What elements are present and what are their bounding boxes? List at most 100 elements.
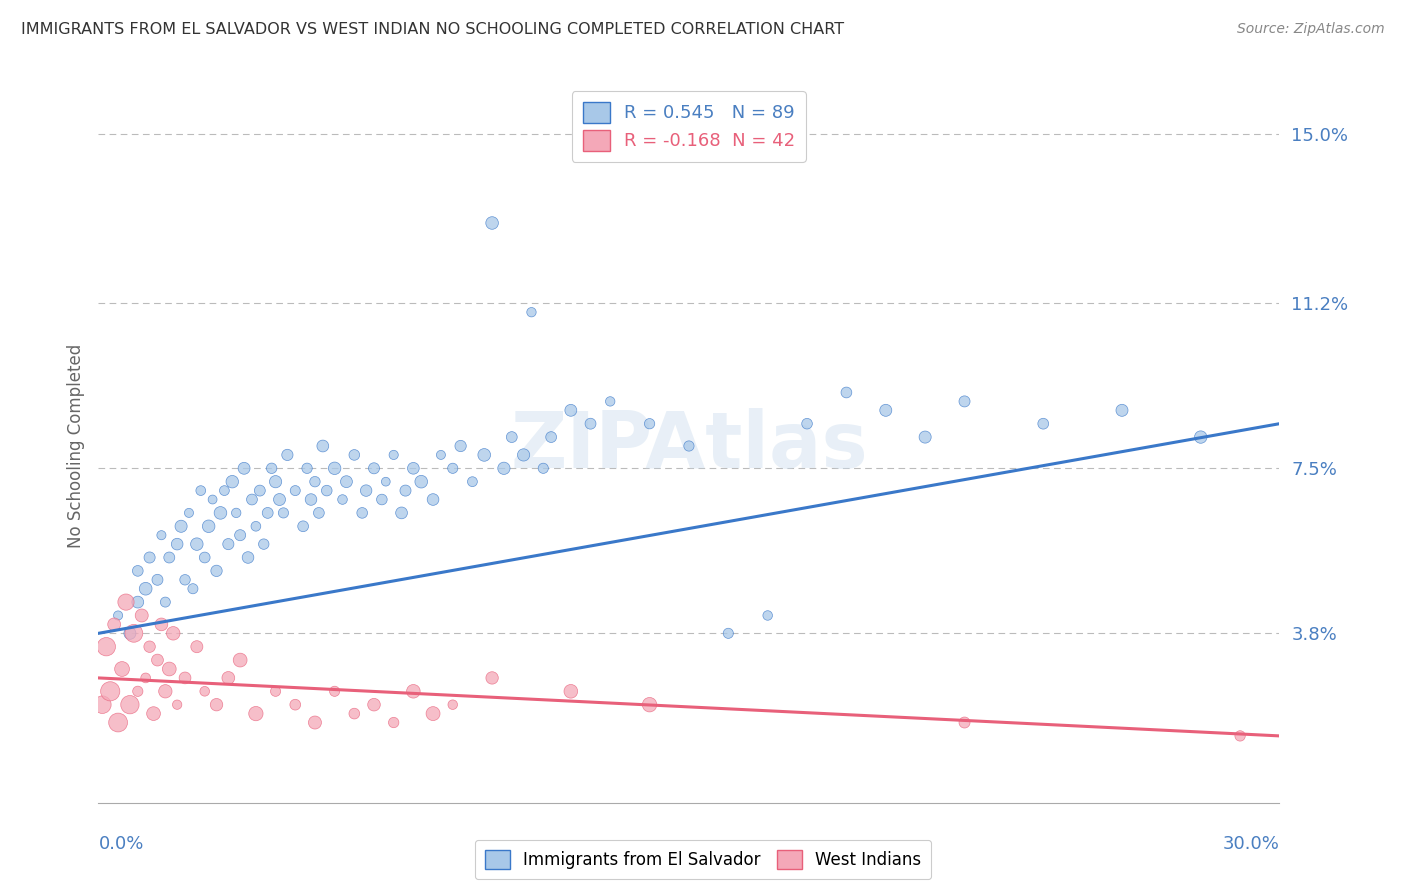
- Point: [186, 640, 208, 654]
- Legend: R = 0.545   N = 89, R = -0.168  N = 42: R = 0.545 N = 89, R = -0.168 N = 42: [572, 91, 806, 161]
- Point: [599, 394, 621, 409]
- Point: [295, 461, 318, 475]
- Point: [150, 528, 173, 542]
- Point: [638, 417, 661, 431]
- Point: [299, 492, 322, 507]
- Point: [472, 448, 495, 462]
- Text: IMMIGRANTS FROM EL SALVADOR VS WEST INDIAN NO SCHOOLING COMPLETED CORRELATION CH: IMMIGRANTS FROM EL SALVADOR VS WEST INDI…: [21, 22, 844, 37]
- Point: [177, 506, 200, 520]
- Point: [382, 448, 405, 462]
- Point: [229, 528, 252, 542]
- Point: [233, 461, 256, 475]
- Point: [450, 439, 472, 453]
- Point: [127, 564, 149, 578]
- Point: [96, 640, 118, 654]
- Point: [461, 475, 484, 489]
- Point: [717, 626, 740, 640]
- Point: [678, 439, 700, 453]
- Point: [135, 671, 157, 685]
- Point: [209, 506, 232, 520]
- Text: 30.0%: 30.0%: [1223, 835, 1279, 853]
- Point: [225, 506, 247, 520]
- Point: [166, 537, 188, 551]
- Point: [914, 430, 936, 444]
- Point: [315, 483, 337, 498]
- Point: [98, 684, 121, 698]
- Point: [638, 698, 661, 712]
- Point: [402, 684, 425, 698]
- Point: [146, 573, 169, 587]
- Point: [107, 608, 129, 623]
- Point: [201, 492, 224, 507]
- Point: [197, 519, 219, 533]
- Point: [335, 475, 357, 489]
- Point: [91, 698, 114, 712]
- Point: [323, 461, 346, 475]
- Point: [354, 483, 377, 498]
- Point: [174, 573, 197, 587]
- Text: 0.0%: 0.0%: [98, 835, 143, 853]
- Point: [122, 626, 145, 640]
- Point: [1111, 403, 1133, 417]
- Point: [155, 684, 177, 698]
- Point: [492, 461, 515, 475]
- Point: [111, 662, 134, 676]
- Point: [312, 439, 335, 453]
- Point: [796, 417, 818, 431]
- Point: [560, 684, 582, 698]
- Point: [352, 506, 374, 520]
- Point: [264, 475, 287, 489]
- Point: [422, 492, 444, 507]
- Point: [953, 715, 976, 730]
- Point: [411, 475, 433, 489]
- Point: [332, 492, 354, 507]
- Point: [501, 430, 523, 444]
- Point: [236, 550, 259, 565]
- Point: [214, 483, 236, 498]
- Point: [205, 564, 228, 578]
- Point: [142, 706, 165, 721]
- Point: [166, 698, 188, 712]
- Point: [531, 461, 554, 475]
- Text: Source: ZipAtlas.com: Source: ZipAtlas.com: [1237, 22, 1385, 37]
- Point: [953, 394, 976, 409]
- Point: [138, 550, 160, 565]
- Point: [245, 706, 267, 721]
- Point: [520, 305, 543, 319]
- Point: [131, 608, 153, 623]
- Point: [579, 417, 602, 431]
- Point: [194, 550, 217, 565]
- Text: ZIPAtlas: ZIPAtlas: [510, 408, 868, 484]
- Point: [107, 715, 129, 730]
- Point: [363, 461, 385, 475]
- Point: [1189, 430, 1212, 444]
- Point: [194, 684, 217, 698]
- Point: [260, 461, 283, 475]
- Point: [157, 550, 180, 565]
- Point: [540, 430, 562, 444]
- Point: [150, 617, 173, 632]
- Point: [441, 698, 464, 712]
- Point: [1032, 417, 1054, 431]
- Point: [875, 403, 897, 417]
- Point: [323, 684, 346, 698]
- Point: [138, 640, 160, 654]
- Legend: Immigrants from El Salvador, West Indians: Immigrants from El Salvador, West Indian…: [474, 840, 932, 880]
- Point: [245, 519, 267, 533]
- Point: [363, 698, 385, 712]
- Point: [181, 582, 204, 596]
- Point: [256, 506, 278, 520]
- Point: [292, 519, 315, 533]
- Point: [157, 662, 180, 676]
- Point: [217, 671, 239, 685]
- Point: [343, 448, 366, 462]
- Point: [304, 475, 326, 489]
- Point: [127, 684, 149, 698]
- Point: [382, 715, 405, 730]
- Point: [240, 492, 263, 507]
- Point: [276, 448, 298, 462]
- Point: [170, 519, 193, 533]
- Point: [512, 448, 534, 462]
- Point: [308, 506, 330, 520]
- Point: [284, 483, 307, 498]
